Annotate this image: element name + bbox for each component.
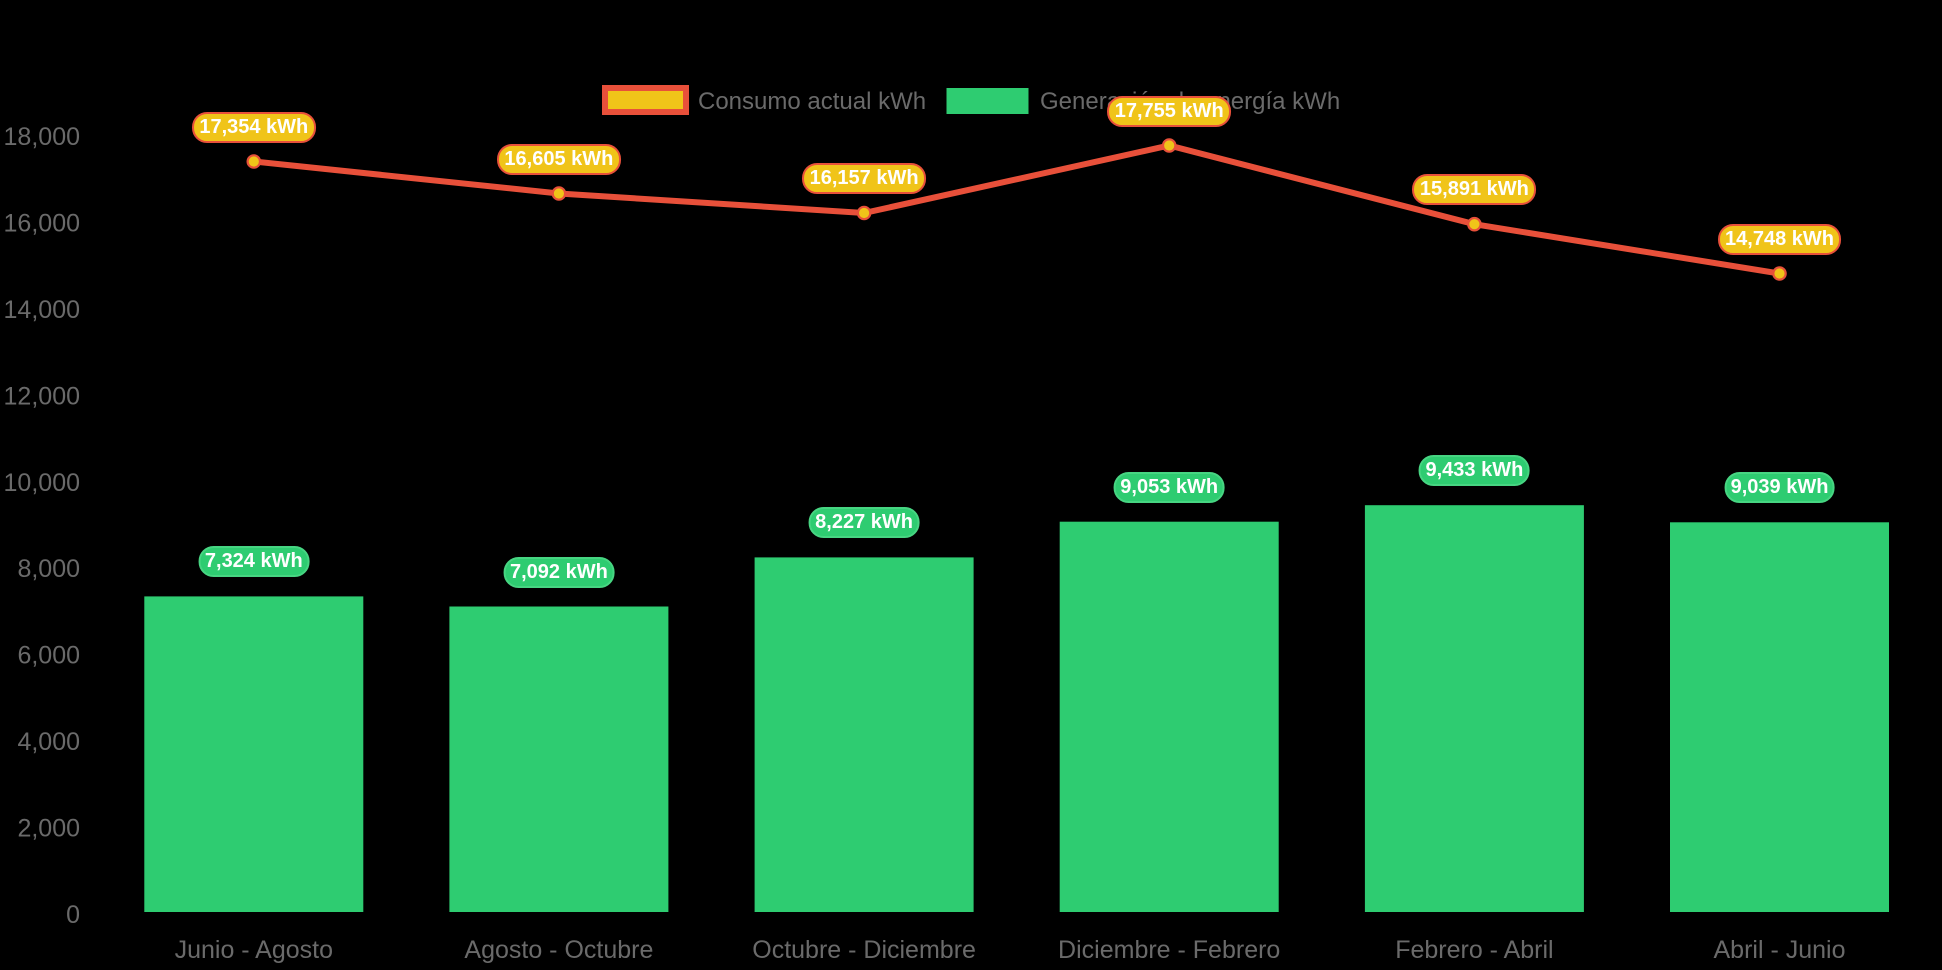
svg-text:14,000: 14,000 [4, 296, 80, 324]
svg-text:4,000: 4,000 [17, 728, 80, 756]
svg-text:0: 0 [66, 901, 80, 929]
svg-text:16,000: 16,000 [4, 210, 80, 238]
svg-text:Agosto - Octubre: Agosto - Octubre [464, 936, 653, 964]
svg-text:6,000: 6,000 [17, 642, 80, 670]
svg-text:Diciembre - Febrero: Diciembre - Febrero [1058, 936, 1280, 964]
svg-text:8,000: 8,000 [17, 555, 80, 583]
svg-text:Febrero - Abril: Febrero - Abril [1395, 936, 1553, 964]
svg-text:Octubre - Diciembre: Octubre - Diciembre [752, 936, 976, 964]
svg-text:18,000: 18,000 [4, 123, 80, 151]
svg-text:Junio - Agosto: Junio - Agosto [175, 936, 333, 964]
svg-text:12,000: 12,000 [4, 382, 80, 410]
svg-text:Abril - Junio: Abril - Junio [1714, 936, 1846, 964]
svg-text:2,000: 2,000 [17, 815, 80, 843]
svg-text:Consumo actual kWh: Consumo actual kWh [698, 88, 926, 115]
svg-text:10,000: 10,000 [4, 469, 80, 497]
